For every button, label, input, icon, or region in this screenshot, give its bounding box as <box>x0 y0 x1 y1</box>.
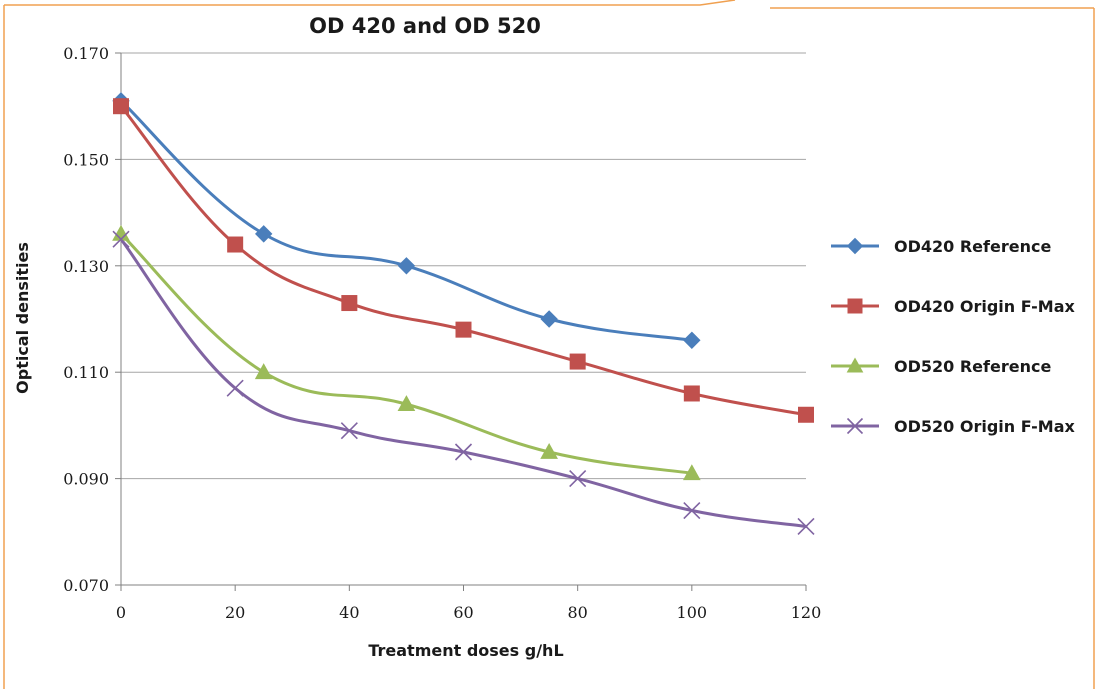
data-point-marker <box>683 385 700 402</box>
y-tick-labels: 0.070 0.090 0.110 0.130 0.150 0.170 <box>63 44 109 595</box>
data-point-marker <box>226 379 244 397</box>
data-point-marker <box>569 470 587 488</box>
y-tick-label: 0.070 <box>63 576 109 595</box>
data-point-marker <box>112 230 130 248</box>
x-tick-label: 40 <box>339 603 359 622</box>
data-point-marker <box>455 321 472 338</box>
chart-title: OD 420 and OD 520 <box>309 14 541 38</box>
data-point-marker <box>227 236 244 253</box>
gridlines <box>121 52 806 480</box>
data-point-marker <box>540 310 558 328</box>
x-tick-label: 0 <box>116 603 126 622</box>
legend-swatch-marker <box>846 357 864 373</box>
data-point-marker <box>540 442 558 459</box>
data-point-marker <box>797 517 815 536</box>
y-tick-label: 0.150 <box>63 150 109 169</box>
data-point-marker <box>341 295 358 312</box>
data-point-marker <box>569 353 586 370</box>
data-point-marker <box>397 395 416 412</box>
data-point-marker <box>254 363 273 380</box>
legend-entry: OD520 Origin F-Max <box>831 417 1076 436</box>
x-tick-label: 80 <box>567 603 587 622</box>
x-tick-label: 120 <box>791 603 822 622</box>
legend: OD420 Reference OD420 Origin F-Max OD520 R… <box>831 237 1076 436</box>
series-markers <box>112 92 815 536</box>
legend-swatch-marker <box>847 298 863 314</box>
data-point-marker <box>798 406 814 423</box>
legend-label: OD420 Origin F-Max <box>894 297 1076 316</box>
legend-swatch-marker <box>846 417 864 435</box>
x-axis-label: Treatment doses g/hL <box>368 641 563 660</box>
border-top-line <box>4 0 1094 9</box>
y-tick-label: 0.130 <box>63 257 109 276</box>
legend-label: OD520 Reference <box>894 357 1051 376</box>
x-tick-labels: 0 20 40 60 80 100 120 <box>116 603 821 622</box>
legend-swatch-marker <box>846 237 864 255</box>
y-axis-label: Optical densities <box>13 242 32 394</box>
legend-entry: OD420 Reference <box>831 237 1051 256</box>
data-point-marker <box>255 225 273 243</box>
series-lines <box>119 99 808 528</box>
legend-entry: OD520 Reference <box>831 357 1051 376</box>
legend-label: OD520 Origin F-Max <box>894 417 1076 436</box>
y-tick-label: 0.110 <box>63 363 109 382</box>
x-tick-label: 100 <box>677 603 708 622</box>
x-tick-label: 20 <box>225 603 245 622</box>
data-point-marker <box>340 422 358 440</box>
data-point-marker <box>113 98 129 115</box>
data-point-marker <box>454 443 473 461</box>
data-point-marker <box>683 331 701 349</box>
legend-entry: OD420 Origin F-Max <box>831 297 1076 316</box>
y-tick-label: 0.090 <box>63 470 109 489</box>
series-line <box>119 99 694 342</box>
data-point-marker <box>682 464 701 481</box>
data-point-marker <box>683 501 701 520</box>
x-tick-label: 60 <box>453 603 473 622</box>
series-line <box>119 104 808 417</box>
series-line <box>119 237 808 528</box>
legend-label: OD420 Reference <box>894 237 1051 256</box>
data-point-marker <box>397 257 416 275</box>
y-tick-label: 0.170 <box>63 44 109 63</box>
axes <box>115 52 807 591</box>
chart-border <box>3 0 1095 689</box>
